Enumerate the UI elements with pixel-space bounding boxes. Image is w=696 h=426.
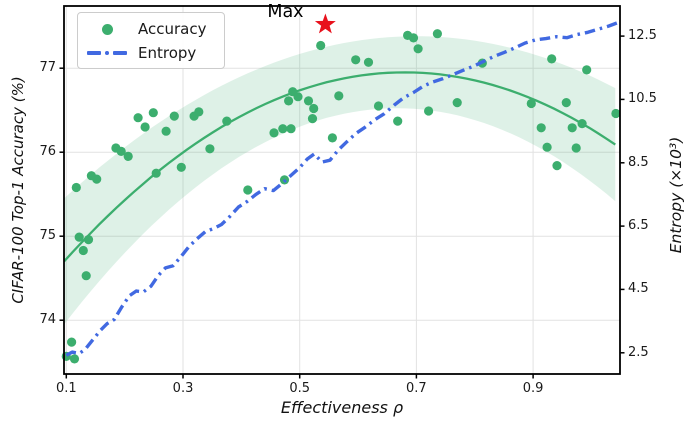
left-y-tick-label: 77 [39,60,56,76]
accuracy-marker-box [84,23,130,35]
right-y-tick-label: 10.5 [628,91,657,107]
x-tick-label: 0.5 [289,381,311,396]
left-y-tick-label: 75 [39,228,56,244]
x-tick-label: 0.9 [522,381,544,396]
left-y-axis-label: CIFAR-100 Top-1 Accuracy (%) [9,76,27,304]
right-y-tick-label: 12.5 [628,28,657,44]
legend-item-entropy: Entropy [84,41,224,65]
left-y-tick-label: 74 [39,312,56,328]
entropy-marker-box [84,51,130,55]
x-tick-label: 0.7 [406,381,427,396]
legend-label-accuracy: Accuracy [138,20,207,38]
x-tick-label: 0.3 [172,381,194,396]
left-y-tick-label: 76 [39,144,56,160]
entropy-dashdot-line-icon [86,51,128,55]
right-y-tick-label: 4.5 [628,281,649,297]
right-y-tick-label: 2.5 [628,344,649,360]
x-tick-label: 0.1 [55,381,77,396]
right-y-tick-label: 6.5 [628,218,649,234]
legend-label-entropy: Entropy [138,44,197,62]
right-y-axis-label: Entropy (×10³) [667,136,685,254]
accuracy-dot-icon [101,23,113,35]
legend-item-accuracy: Accuracy [84,17,224,41]
max-annotation-text: Max [267,2,304,23]
x-axis-label: Effectiveness ρ [280,398,404,417]
right-y-tick-label: 8.5 [628,154,649,170]
legend: Accuracy Entropy [77,12,225,69]
